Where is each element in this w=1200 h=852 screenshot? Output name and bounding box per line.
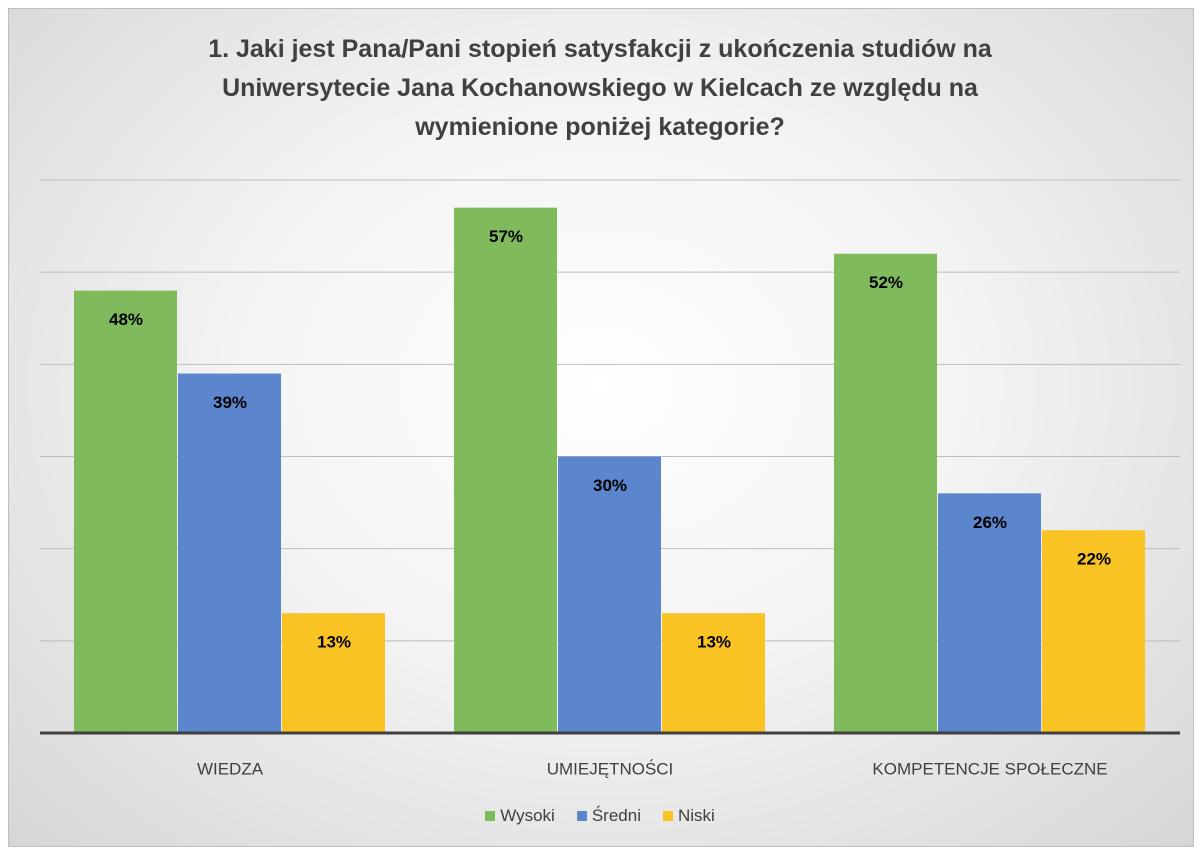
legend-item: Wysoki [485, 806, 555, 826]
legend-item: Średni [576, 806, 641, 826]
bar [74, 290, 177, 733]
data-label: 22% [1077, 550, 1111, 569]
data-label: 39% [213, 393, 247, 412]
x-tick-label: KOMPETENCJE SPOŁECZNE [872, 759, 1107, 778]
bar [938, 493, 1041, 733]
legend-label: Wysoki [500, 806, 555, 825]
bar [558, 456, 661, 733]
legend-label: Niski [677, 806, 715, 825]
legend: Wysoki Średni Niski [0, 806, 1200, 826]
legend-label: Średni [591, 806, 641, 825]
x-tick-label: UMIEJĘTNOŚCI [547, 759, 674, 778]
data-label: 57% [489, 227, 523, 246]
data-label: 48% [109, 310, 143, 329]
x-tick-label: WIEDZA [197, 759, 264, 778]
bar [282, 613, 385, 733]
bar [1042, 530, 1145, 733]
data-label: 26% [973, 513, 1007, 532]
data-label: 30% [593, 476, 627, 495]
chart-title: 1. Jaki jest Pana/Pani stopień satysfakc… [208, 35, 992, 141]
bar [178, 373, 281, 733]
data-label: 52% [869, 273, 903, 292]
legend-swatch [485, 811, 496, 821]
data-label: 13% [697, 633, 731, 652]
legend-item: Niski [662, 806, 715, 826]
legend-swatch [662, 811, 673, 821]
data-label: 13% [317, 633, 351, 652]
bar [834, 253, 937, 733]
bar [662, 613, 765, 733]
bar [454, 207, 557, 733]
legend-swatch [576, 811, 587, 821]
